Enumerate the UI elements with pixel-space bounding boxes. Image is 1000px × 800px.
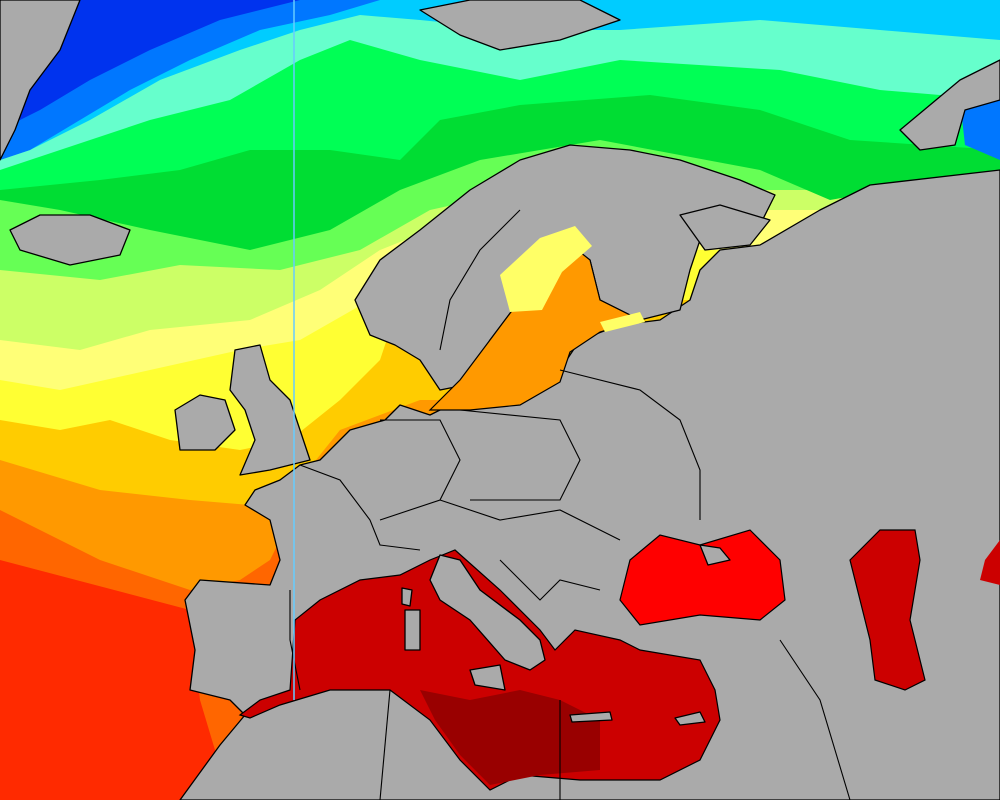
- land-corsica: [401, 587, 413, 607]
- land-svalbard: [419, 0, 621, 51]
- country-border: [289, 590, 301, 691]
- land-novaya-zemlya: [899, 59, 1000, 151]
- land-britain: [229, 344, 311, 476]
- land-kola: [679, 204, 771, 251]
- land-scandinavia: [354, 144, 776, 391]
- country-border: [459, 409, 581, 501]
- land-ireland: [174, 394, 236, 451]
- sea-mediterranean-warm: [420, 690, 600, 785]
- sea-black: [619, 529, 786, 626]
- land-greenland: [0, 0, 81, 161]
- ocean-band: [0, 0, 1000, 160]
- country-border: [439, 499, 621, 541]
- sea-gulf: [600, 312, 645, 332]
- land-iceland: [9, 214, 131, 266]
- land-italy: [429, 554, 546, 671]
- country-border: [559, 369, 701, 520]
- sea-caspian: [849, 529, 926, 691]
- land-sardinia: [404, 609, 421, 651]
- land-cyprus: [674, 711, 706, 726]
- ocean-band: [0, 0, 300, 130]
- country-border: [299, 464, 421, 551]
- country-border: [779, 639, 851, 800]
- land-crete: [569, 711, 613, 723]
- country-border: [439, 209, 521, 351]
- country-border: [379, 419, 461, 521]
- sea-bothnia: [500, 226, 592, 312]
- land-crimea: [699, 544, 731, 566]
- sea-aral: [980, 540, 1000, 585]
- country-border: [499, 559, 601, 601]
- land-sicily: [469, 664, 506, 691]
- country-border: [379, 689, 391, 800]
